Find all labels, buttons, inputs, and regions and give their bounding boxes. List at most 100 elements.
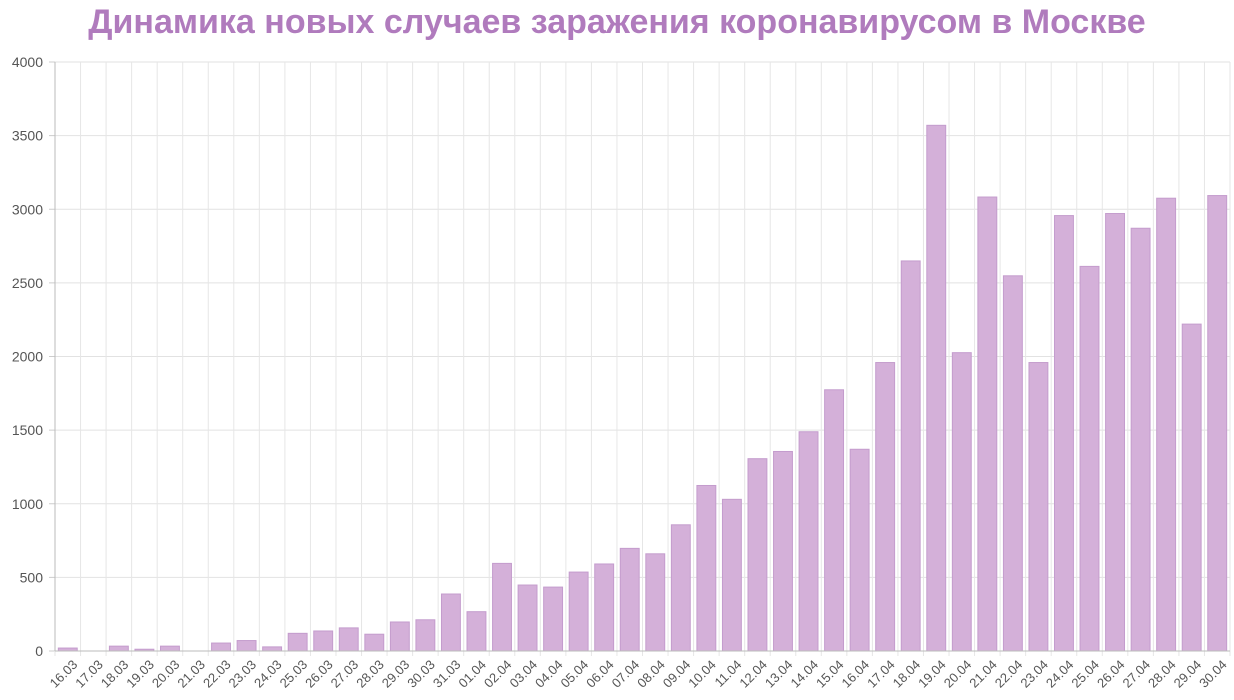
y-tick-label: 1500 (12, 422, 43, 438)
bar (721, 498, 742, 652)
bar (108, 645, 129, 652)
x-tick-label: 17.03 (72, 657, 106, 691)
x-tick-label: 03.04 (506, 657, 540, 691)
bar (262, 646, 283, 652)
bar (159, 645, 180, 652)
bar (1028, 362, 1049, 652)
bar (773, 450, 793, 652)
bar (543, 586, 564, 652)
x-tick-label: 25.04 (1068, 657, 1102, 691)
x-tick-label: 23.03 (226, 657, 260, 691)
x-tick-label: 25.03 (277, 657, 311, 691)
x-tick-label: 06.04 (583, 657, 617, 691)
x-tick-label: 14.04 (787, 657, 821, 691)
y-tick-label: 3000 (12, 201, 43, 217)
bar (619, 547, 640, 652)
bar (900, 260, 921, 652)
x-tick-label: 20.03 (149, 657, 183, 691)
bar (747, 458, 768, 652)
x-tick-label: 16.04 (839, 657, 873, 691)
x-tick-label: 20.04 (941, 657, 975, 691)
bar (594, 563, 615, 652)
bar (1181, 323, 1202, 652)
bar (364, 633, 385, 652)
y-tick-label: 4000 (12, 54, 43, 70)
bar (1130, 227, 1151, 652)
x-tick-label: 31.03 (430, 657, 464, 691)
x-tick-label: 19.04 (915, 657, 949, 691)
bar (926, 124, 947, 652)
grid-lines (49, 61, 1231, 656)
bar (415, 619, 436, 652)
bar (1207, 195, 1228, 652)
bars-group (57, 124, 1228, 652)
x-tick-label: 04.04 (532, 657, 566, 691)
x-tick-label: 23.04 (1017, 657, 1051, 691)
x-tick-label: 28.04 (1145, 657, 1179, 691)
x-tick-label: 26.04 (1094, 657, 1128, 691)
x-tick-label: 16.03 (47, 657, 81, 691)
bar (798, 431, 819, 652)
x-tick-label: 29.03 (379, 657, 413, 691)
bar (645, 553, 666, 652)
y-tick-label: 1000 (12, 496, 43, 512)
bar (313, 630, 334, 652)
x-tick-label: 21.03 (174, 657, 208, 691)
x-tick-label: 18.04 (890, 657, 924, 691)
bar (1105, 213, 1126, 652)
bar (466, 611, 487, 652)
x-tick-labels: 16.0317.0318.0319.0320.0321.0322.0323.03… (47, 657, 1230, 691)
y-tick-label: 500 (20, 569, 44, 585)
axes (54, 62, 1230, 652)
bar (670, 524, 691, 652)
x-tick-label: 19.03 (123, 657, 157, 691)
x-tick-label: 30.03 (404, 657, 438, 691)
x-tick-label: 01.04 (455, 657, 489, 691)
x-tick-label: 07.04 (609, 657, 643, 691)
x-tick-label: 12.04 (736, 657, 770, 691)
y-tick-label: 2500 (12, 275, 43, 291)
bar (1079, 265, 1100, 652)
y-tick-label: 0 (35, 643, 43, 659)
x-tick-label: 29.04 (1171, 657, 1205, 691)
x-tick-label: 13.04 (762, 657, 796, 691)
x-tick-label: 22.04 (992, 657, 1026, 691)
bar (236, 640, 257, 652)
x-tick-label: 11.04 (712, 657, 745, 690)
bar (977, 196, 998, 652)
x-tick-label: 17.04 (864, 657, 898, 691)
x-tick-label: 30.04 (1196, 657, 1230, 691)
x-tick-label: 10.04 (685, 657, 719, 691)
x-tick-label: 27.04 (1120, 657, 1154, 691)
bar (1002, 275, 1023, 652)
bar (338, 627, 359, 652)
y-tick-label: 3500 (12, 128, 43, 144)
x-tick-label: 28.03 (353, 657, 387, 691)
bar (211, 642, 231, 652)
x-tick-label: 09.04 (660, 657, 694, 691)
x-tick-label: 05.04 (558, 657, 592, 691)
bar (1054, 215, 1074, 652)
bar (849, 448, 870, 652)
y-tick-labels: 0 500 1000 1500 2000 2500 3000 3500 4000 (12, 54, 43, 659)
x-tick-label: 02.04 (481, 657, 515, 691)
x-tick-label: 26.03 (302, 657, 336, 691)
chart-title: Динамика новых случаев заражения коронав… (88, 3, 1146, 41)
bar (951, 352, 972, 652)
bar (696, 484, 717, 652)
bar (440, 593, 461, 652)
x-tick-label: 08.04 (634, 657, 668, 691)
bar (824, 389, 845, 652)
bar (875, 362, 896, 652)
bar (517, 584, 538, 652)
x-tick-label: 24.04 (1043, 657, 1077, 691)
bar (389, 621, 410, 652)
x-tick-label: 22.03 (200, 657, 234, 691)
bar (492, 562, 512, 652)
x-tick-label: 24.03 (251, 657, 285, 691)
x-tick-label: 21.04 (966, 657, 1000, 691)
y-tick-label: 2000 (12, 349, 43, 365)
bar (1156, 197, 1177, 652)
bar (287, 632, 308, 652)
